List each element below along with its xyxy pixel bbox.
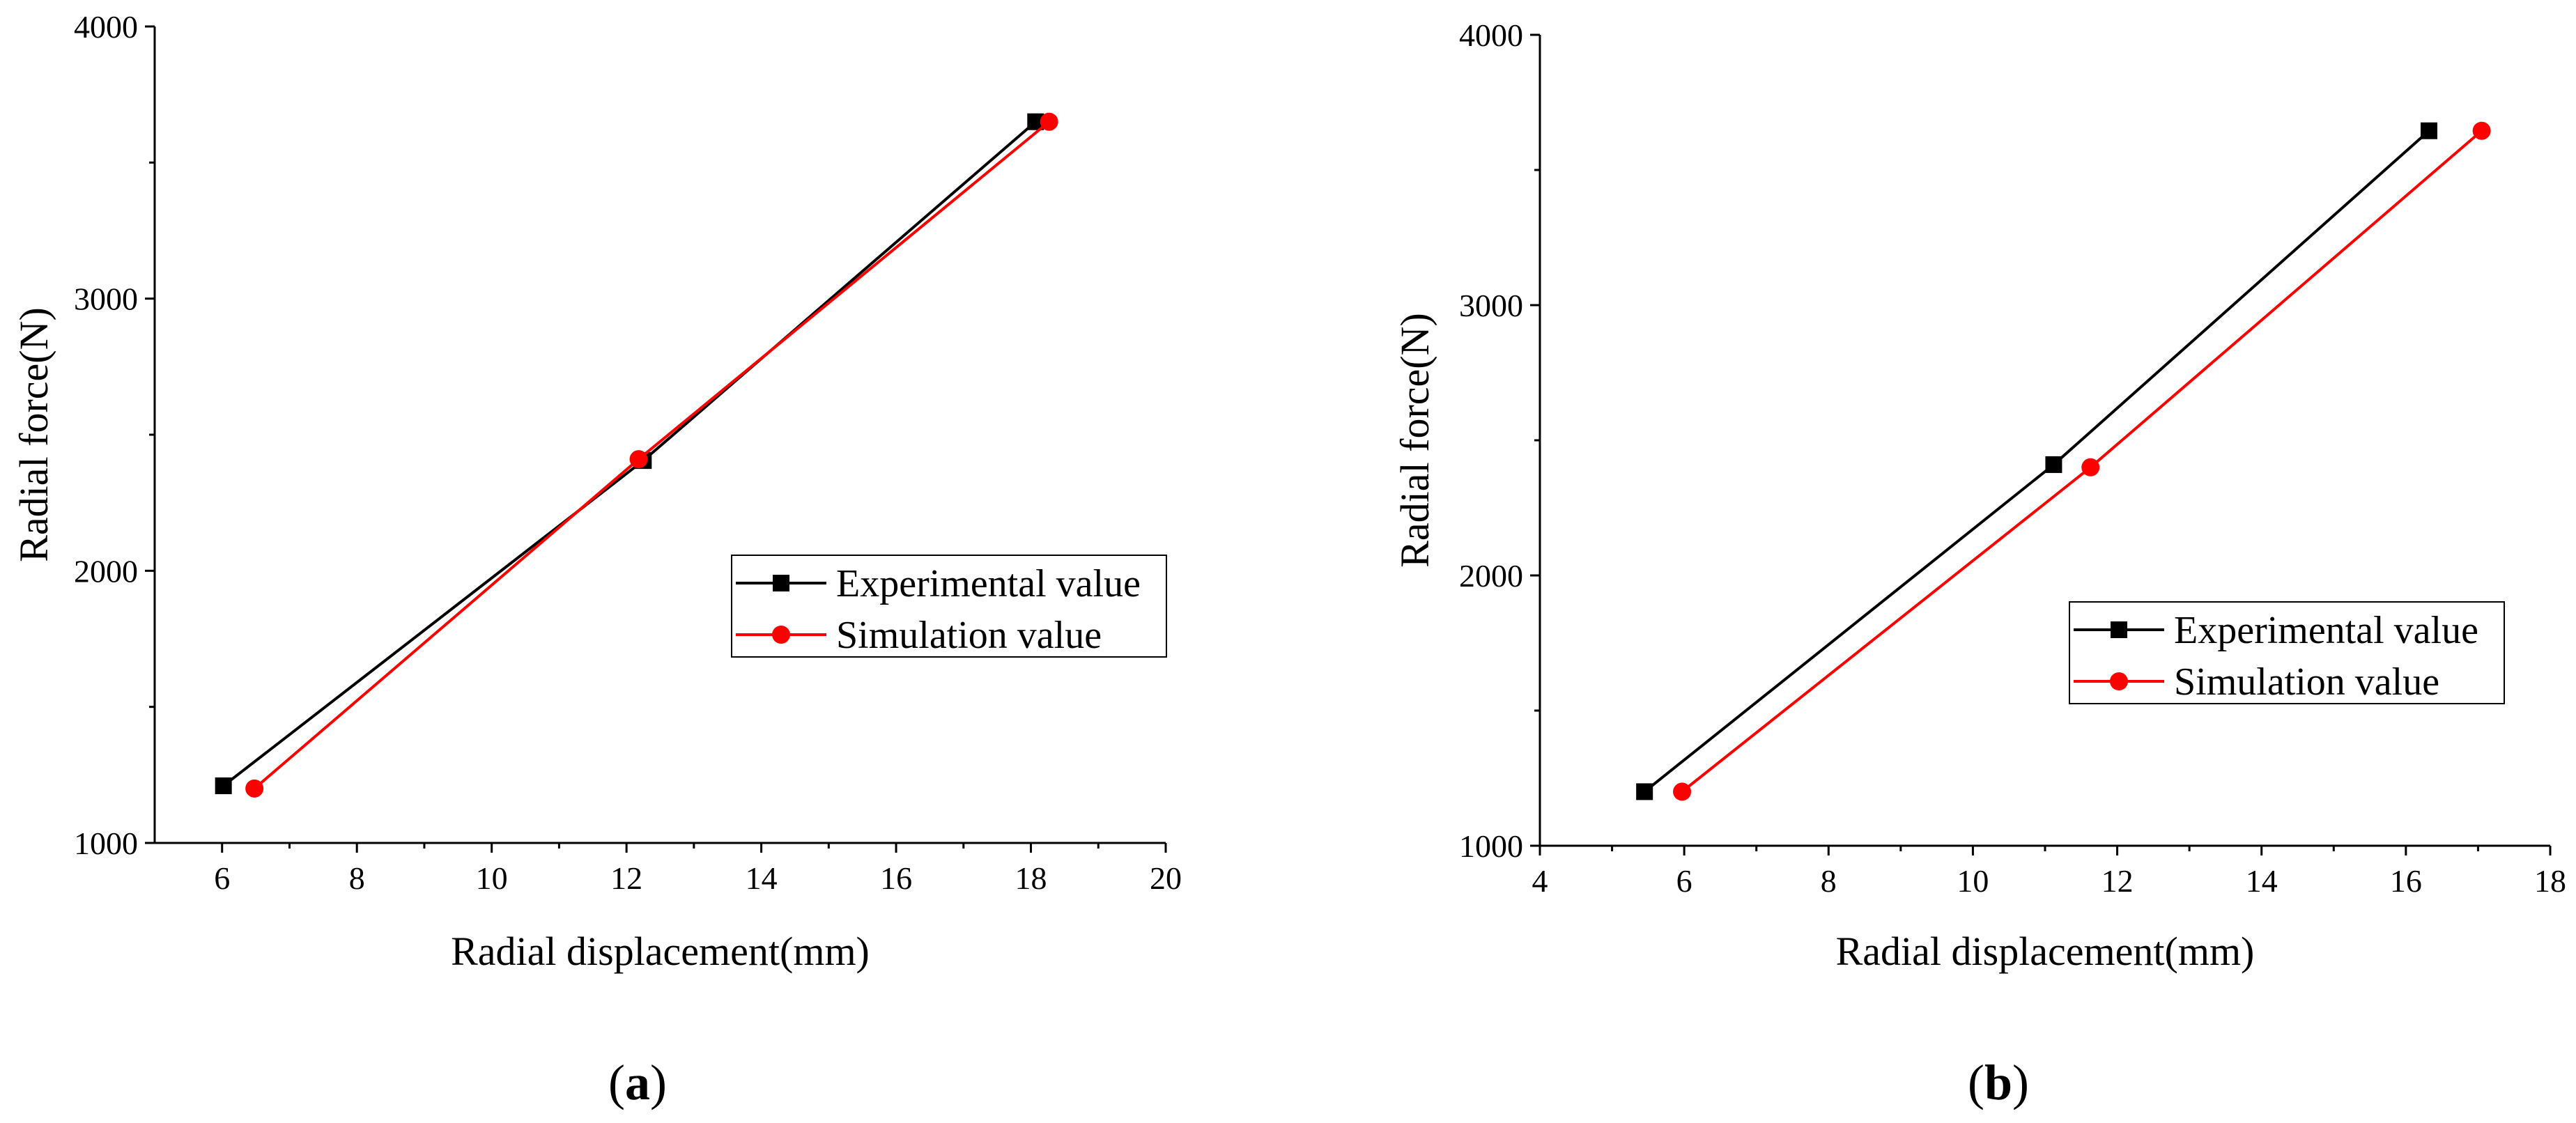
x-tick-label-b: 10 xyxy=(1957,863,1989,899)
y-tick-label-a: 1000 xyxy=(74,826,138,861)
x-tick-label-b: 18 xyxy=(2534,863,2566,899)
chart-panel-b: 1000 2000 3000 4000 4 6 8 10 12 14 16 18 Radial disp… xyxy=(1392,17,2566,974)
y-tick-label-a: 4000 xyxy=(74,9,138,45)
legend-box-b xyxy=(2069,601,2505,704)
y-tick-label-a: 2000 xyxy=(74,553,138,589)
legend-label-b: Simulation value xyxy=(2174,660,2439,704)
y-tick-label-a: 3000 xyxy=(74,281,138,317)
data-point-simulation-a xyxy=(245,779,264,798)
x-tick-label-b: 16 xyxy=(2390,863,2422,899)
y-tick-label-b: 3000 xyxy=(1459,288,1523,323)
legend-b: Experimental value Simulation value xyxy=(2069,601,2505,704)
x-tick-label-a: 20 xyxy=(1150,860,1182,896)
legend-a: Experimental value Simulation value xyxy=(731,555,1167,658)
x-tick-label-a: 14 xyxy=(746,860,778,896)
x-tick-label-b: 12 xyxy=(2101,863,2134,899)
series-line-a-experimental xyxy=(222,121,1037,787)
data-point-simulation-b xyxy=(2081,458,2100,477)
x-tick-label-b: 6 xyxy=(1676,863,1692,899)
x-tick-label-a: 12 xyxy=(610,860,642,896)
caption-a-text: (a) xyxy=(608,1055,667,1110)
y-tick-label-b: 4000 xyxy=(1459,17,1523,53)
legend-label-a: Simulation value xyxy=(836,614,1102,657)
legend-marker-experimental-a xyxy=(773,575,789,591)
data-point-simulation-b xyxy=(1673,782,1692,801)
y-axis-label-b: Radial force(N) xyxy=(1392,313,1437,568)
data-point-experimental-a xyxy=(215,777,232,794)
y-axis-label-a: Radial force(N) xyxy=(11,307,56,562)
x-tick-label-b: 14 xyxy=(2246,863,2278,899)
legend-label-a: Experimental value xyxy=(836,562,1141,605)
legend-box-a xyxy=(731,555,1167,658)
y-tick-label-b: 1000 xyxy=(1459,828,1523,864)
caption-a-label: a xyxy=(625,1055,650,1110)
panel-caption-b: (b) xyxy=(1968,1055,2029,1110)
legend-label-b: Experimental value xyxy=(2174,609,2478,652)
x-tick-label-b: 4 xyxy=(1532,863,1548,899)
x-tick-label-a: 18 xyxy=(1015,860,1047,896)
legend-marker-simulation-b xyxy=(2110,672,2128,690)
x-tick-label-b: 8 xyxy=(1821,863,1837,899)
data-point-simulation-b xyxy=(2472,121,2491,140)
y-tick-label-b: 2000 xyxy=(1459,558,1523,594)
legend-marker-experimental-b xyxy=(2111,621,2127,638)
data-point-experimental-b xyxy=(2045,456,2062,473)
data-point-experimental-b xyxy=(2421,122,2437,139)
caption-b-label: b xyxy=(1984,1055,2012,1110)
x-tick-label-a: 8 xyxy=(349,860,365,896)
data-point-simulation-a xyxy=(629,450,648,469)
x-axis-label-b: Radial displacement(mm) xyxy=(1836,929,2255,974)
data-point-experimental-b xyxy=(1636,783,1653,800)
x-axis-label-a: Radial displacement(mm) xyxy=(451,929,870,974)
legend-marker-simulation-a xyxy=(772,626,790,644)
caption-b-text: (b) xyxy=(1968,1055,2029,1110)
x-tick-label-a: 10 xyxy=(476,860,508,896)
data-point-simulation-a xyxy=(1040,112,1058,131)
panel-caption-a: (a) xyxy=(608,1055,667,1110)
x-tick-label-a: 6 xyxy=(214,860,230,896)
x-tick-label-a: 16 xyxy=(880,860,912,896)
chart-panel-a: 1000 2000 3000 4000 6 8 10 12 14 16 18 20 Radial dis… xyxy=(11,9,1182,974)
